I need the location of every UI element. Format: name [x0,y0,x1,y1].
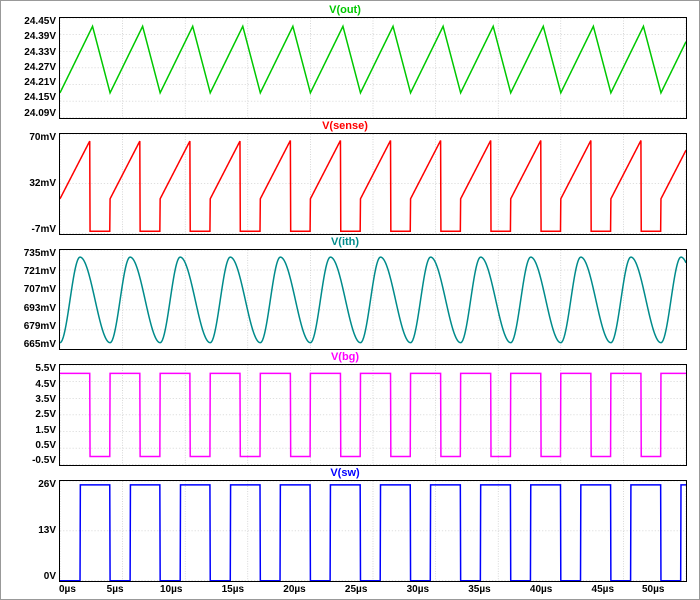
panel-vith: V(ith)735mV 721mV 707mV 693mV 679mV 665mV [3,235,687,351]
y-tick-label: 24.33V [24,48,56,58]
x-tick-label: 30µs [407,584,429,595]
y-tick-label: 0V [44,572,56,582]
plot-area[interactable] [59,17,687,119]
panel-title: V(out) [3,3,687,17]
y-tick-label: 24.21V [24,78,56,88]
panel-title: V(sw) [3,466,687,480]
y-tick-label: 665mV [24,340,56,350]
panel-vbg: V(bg)5.5V 4.5V 3.5V 2.5V 1.5V 0.5V -0.5V [3,350,687,466]
panel-title: V(bg) [3,350,687,364]
y-tick-label: 707mV [24,285,56,295]
x-tick-label: 25µs [345,584,367,595]
panel-vout: V(out)24.45V 24.39V 24.33V 24.27V 24.21V 24.1… [3,3,687,119]
x-tick-label: 45µs [592,584,614,595]
plot-area[interactable] [59,249,687,351]
y-tick-label: 24.27V [24,63,56,73]
x-tick-label: 35µs [468,584,490,595]
y-tick-label: 0.5V [35,441,56,451]
y-tick-label: 26V [38,480,56,490]
x-tick-label: 20µs [283,584,305,595]
y-tick-label: 24.45V [24,17,56,27]
y-tick-label: 24.39V [24,32,56,42]
waveform-viewer: V(out)24.45V 24.39V 24.33V 24.27V 24.21V 24.1… [0,0,700,600]
y-axis: 5.5V 4.5V 3.5V 2.5V 1.5V 0.5V -0.5V [3,364,59,466]
x-tick-label: 0µs [59,584,76,595]
y-tick-label: 5.5V [35,364,56,374]
y-tick-label: 3.5V [35,395,56,405]
x-tick-label: 50µs [642,584,664,595]
y-tick-label: 721mV [24,267,56,277]
x-tick-label: 40µs [530,584,552,595]
y-tick-label: 24.09V [24,109,56,119]
y-tick-label: -0.5V [32,456,56,466]
panel-vsw: V(sw)26V 13V 0V [3,466,687,582]
plot-area[interactable] [59,480,687,582]
y-axis: 70mV 32mV -7mV [3,133,59,235]
panel-title: V(ith) [3,235,687,249]
plot-area[interactable] [59,133,687,235]
panels-container: V(out)24.45V 24.39V 24.33V 24.27V 24.21V 24.1… [3,3,687,582]
x-tick-label: 5µs [107,584,124,595]
y-tick-label: 4.5V [35,380,56,390]
panel-title: V(sense) [3,119,687,133]
y-tick-label: 2.5V [35,410,56,420]
y-tick-label: 13V [38,526,56,536]
y-tick-label: 70mV [29,133,56,143]
plot-area[interactable] [59,364,687,466]
y-tick-label: 1.5V [35,426,56,436]
y-axis: 26V 13V 0V [3,480,59,582]
x-axis: 0µs 5µs 10µs 15µs 20µs 25µs 30µs 35µs 40µs 45µs 50… [59,582,687,595]
x-axis-row: 0µs 5µs 10µs 15µs 20µs 25µs 30µs 35µs 40µs 45µs 50… [3,582,687,595]
y-tick-label: -7mV [32,225,56,235]
y-tick-label: 679mV [24,322,56,332]
y-axis: 735mV 721mV 707mV 693mV 679mV 665mV [3,249,59,351]
y-tick-label: 32mV [29,179,56,189]
x-tick-label: 15µs [222,584,244,595]
x-tick-label: 10µs [160,584,182,595]
y-tick-label: 735mV [24,249,56,259]
y-axis: 24.45V 24.39V 24.33V 24.27V 24.21V 24.15V 24.0… [3,17,59,119]
panel-vsense: V(sense)70mV 32mV -7mV [3,119,687,235]
y-tick-label: 24.15V [24,93,56,103]
y-tick-label: 693mV [24,304,56,314]
